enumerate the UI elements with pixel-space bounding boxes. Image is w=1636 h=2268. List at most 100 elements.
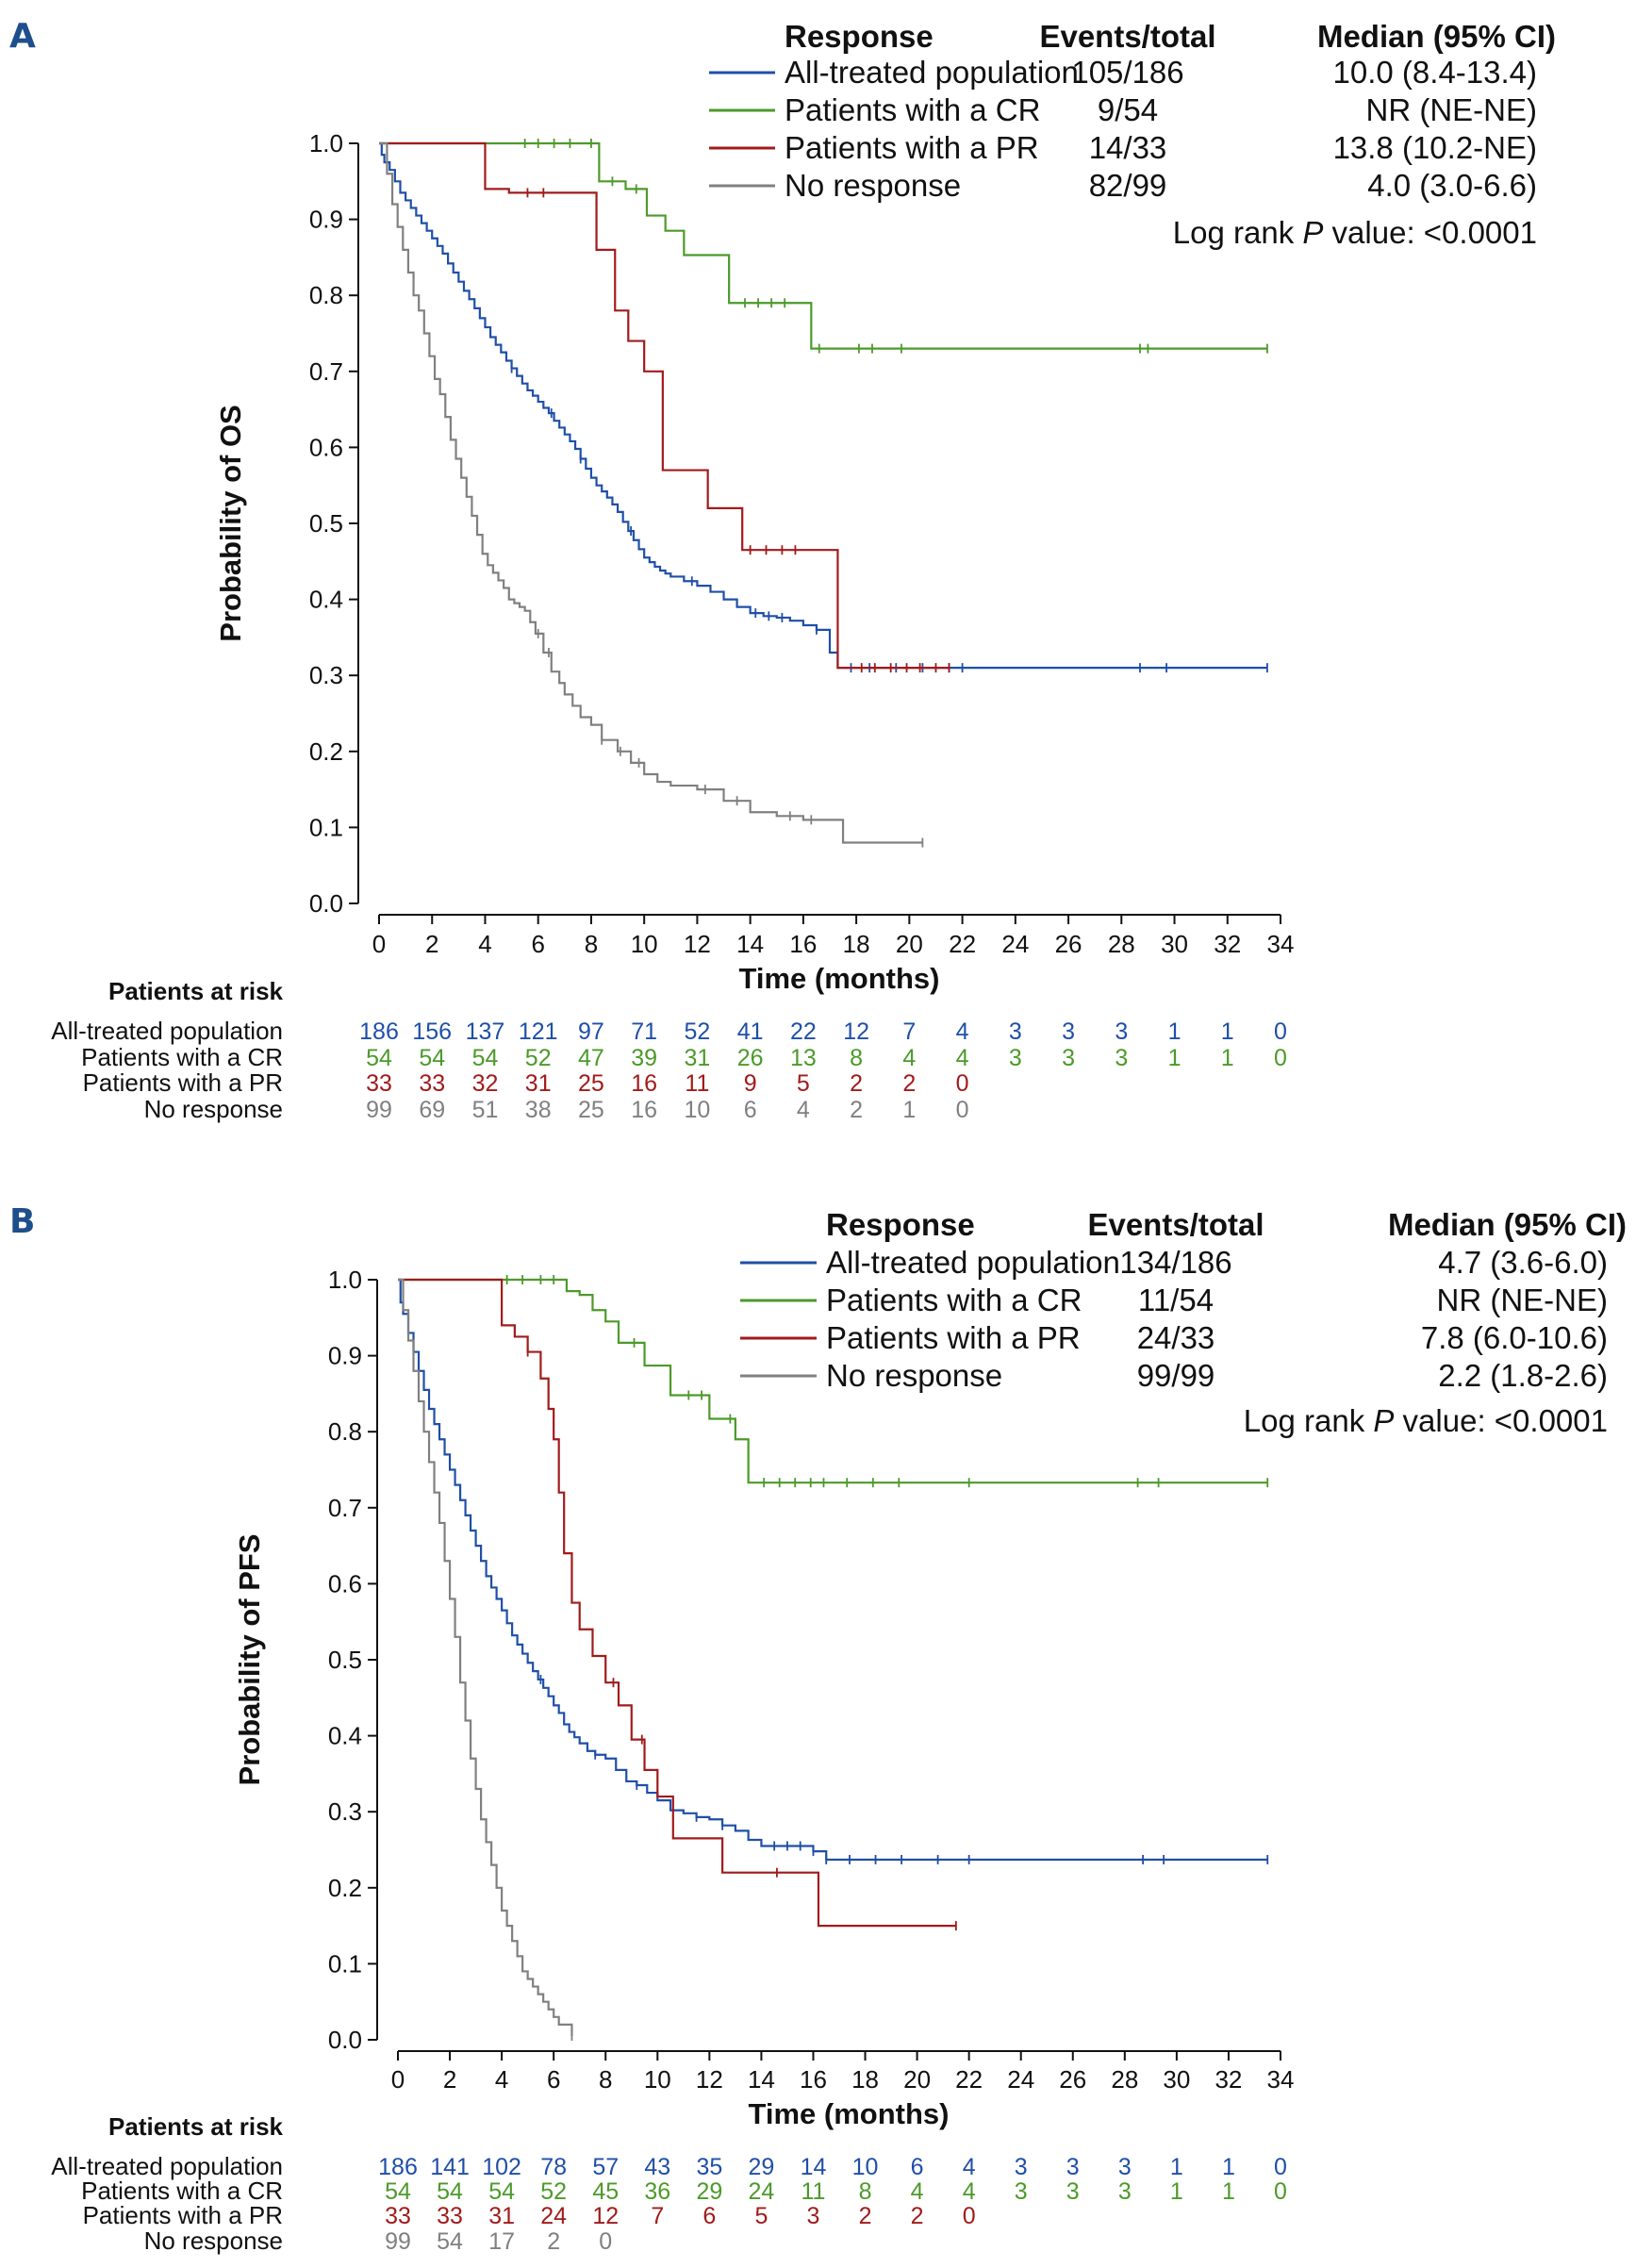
risk-value: 2 <box>911 2203 924 2229</box>
legend-median: 10.0 (8.4-13.4) <box>1333 55 1537 90</box>
risk-value: 54 <box>366 1045 392 1071</box>
panel-letter: A <box>9 17 36 56</box>
y-axis-title: Probability of OS <box>214 405 247 641</box>
logrank-suffix: value: <0.0001 <box>1323 215 1537 250</box>
y-tick-label: 0.7 <box>328 1494 362 1522</box>
risk-value: 5 <box>754 2203 768 2229</box>
x-tick-label: 0 <box>391 2065 405 2094</box>
risk-row-label: All-treated population <box>51 1017 283 1045</box>
risk-value: 31 <box>685 1045 711 1071</box>
x-tick-label: 0 <box>372 930 386 958</box>
legend-header-median: Median (95% CI) <box>1388 1207 1627 1242</box>
risk-value: 33 <box>419 1070 445 1097</box>
risk-value: 47 <box>578 1045 604 1071</box>
risk-value: 3 <box>1118 2178 1132 2205</box>
risk-value: 10 <box>852 2154 879 2180</box>
x-tick-label: 16 <box>800 2065 827 2094</box>
risk-value: 3 <box>1115 1045 1128 1071</box>
risk-table-header: Patients at risk <box>108 977 284 1005</box>
risk-value: 32 <box>472 1070 499 1097</box>
logrank-p: P <box>1373 1403 1394 1438</box>
risk-value: 54 <box>419 1045 445 1071</box>
y-tick-label: 0.4 <box>328 1722 362 1750</box>
risk-value: 69 <box>419 1097 445 1123</box>
y-tick-label: 0.3 <box>309 661 343 689</box>
legend-label: All-treated population <box>826 1245 1120 1280</box>
logrank-text: Log rank P value: <0.0001 <box>1173 215 1537 250</box>
risk-value: 4 <box>911 2178 924 2205</box>
risk-value: 24 <box>540 2203 567 2229</box>
legend-events: 99/99 <box>1137 1358 1215 1393</box>
risk-value: 4 <box>902 1045 916 1071</box>
y-tick-label: 0.6 <box>328 1569 362 1598</box>
risk-value: 29 <box>696 2178 722 2205</box>
risk-value: 3 <box>1066 2154 1080 2180</box>
legend-header-response: Response <box>826 1207 975 1242</box>
x-tick-label: 16 <box>789 930 817 958</box>
risk-value: 26 <box>737 1045 764 1071</box>
legend-header-events: Events/total <box>1039 19 1215 54</box>
risk-value: 3 <box>1009 1045 1022 1071</box>
x-tick-label: 18 <box>851 2065 879 2094</box>
y-tick-label: 0.8 <box>309 281 343 309</box>
x-tick-label: 6 <box>531 930 544 958</box>
x-tick-label: 6 <box>547 2065 560 2094</box>
legend-label: No response <box>826 1358 1002 1393</box>
risk-value: 12 <box>843 1018 869 1045</box>
risk-value: 99 <box>385 2228 411 2255</box>
risk-value: 1 <box>1222 2178 1235 2205</box>
legend-header-response: Response <box>785 19 934 54</box>
risk-value: 16 <box>631 1097 657 1123</box>
legend-median: 4.7 (3.6-6.0) <box>1438 1245 1608 1280</box>
risk-value: 22 <box>790 1018 817 1045</box>
legend-median: 7.8 (6.0-10.6) <box>1421 1320 1608 1355</box>
risk-value: 54 <box>385 2178 411 2205</box>
risk-value: 2 <box>902 1070 916 1097</box>
x-tick-label: 30 <box>1161 930 1188 958</box>
risk-value: 16 <box>631 1070 657 1097</box>
risk-value: 3 <box>1115 1018 1128 1045</box>
y-tick-label: 0.1 <box>309 813 343 841</box>
risk-row-label: Patients with a PR <box>83 2201 283 2229</box>
risk-value: 57 <box>592 2154 619 2180</box>
risk-value: 0 <box>1274 1045 1287 1071</box>
risk-row-label: No response <box>144 1095 283 1123</box>
legend-header-median: Median (95% CI) <box>1317 19 1556 54</box>
x-tick-label: 28 <box>1108 930 1135 958</box>
x-tick-label: 26 <box>1059 2065 1086 2094</box>
legend-label: Patients with a PR <box>826 1320 1081 1355</box>
risk-value: 7 <box>902 1018 916 1045</box>
x-tick-label: 22 <box>949 930 976 958</box>
y-tick-label: 0.5 <box>328 1646 362 1674</box>
logrank-prefix: Log rank <box>1244 1403 1374 1438</box>
y-tick-label: 0.2 <box>309 737 343 766</box>
x-tick-label: 34 <box>1267 2065 1295 2094</box>
risk-value: 186 <box>359 1018 399 1045</box>
risk-value: 45 <box>592 2178 619 2205</box>
risk-value: 5 <box>797 1070 810 1097</box>
risk-value: 6 <box>702 2203 716 2229</box>
x-tick-label: 34 <box>1267 930 1295 958</box>
risk-value: 3 <box>1118 2154 1132 2180</box>
risk-value: 52 <box>540 2178 567 2205</box>
legend-events: 11/54 <box>1138 1283 1214 1317</box>
risk-value: 78 <box>540 2154 567 2180</box>
x-tick-label: 12 <box>684 930 711 958</box>
risk-value: 0 <box>963 2203 976 2229</box>
risk-value: 54 <box>437 2228 463 2255</box>
risk-value: 1 <box>1222 2154 1235 2180</box>
risk-value: 1 <box>902 1097 916 1123</box>
risk-value: 17 <box>488 2228 515 2255</box>
risk-value: 10 <box>685 1097 711 1123</box>
y-tick-label: 0.5 <box>309 509 343 538</box>
y-tick-label: 0.9 <box>309 206 343 234</box>
risk-value: 31 <box>488 2203 515 2229</box>
x-tick-label: 32 <box>1214 930 1241 958</box>
legend-median: 4.0 (3.0-6.6) <box>1367 168 1537 203</box>
risk-value: 1 <box>1170 2178 1183 2205</box>
risk-value: 52 <box>525 1045 552 1071</box>
risk-value: 4 <box>963 2178 976 2205</box>
x-tick-label: 24 <box>1007 2065 1034 2094</box>
risk-value: 0 <box>956 1097 969 1123</box>
